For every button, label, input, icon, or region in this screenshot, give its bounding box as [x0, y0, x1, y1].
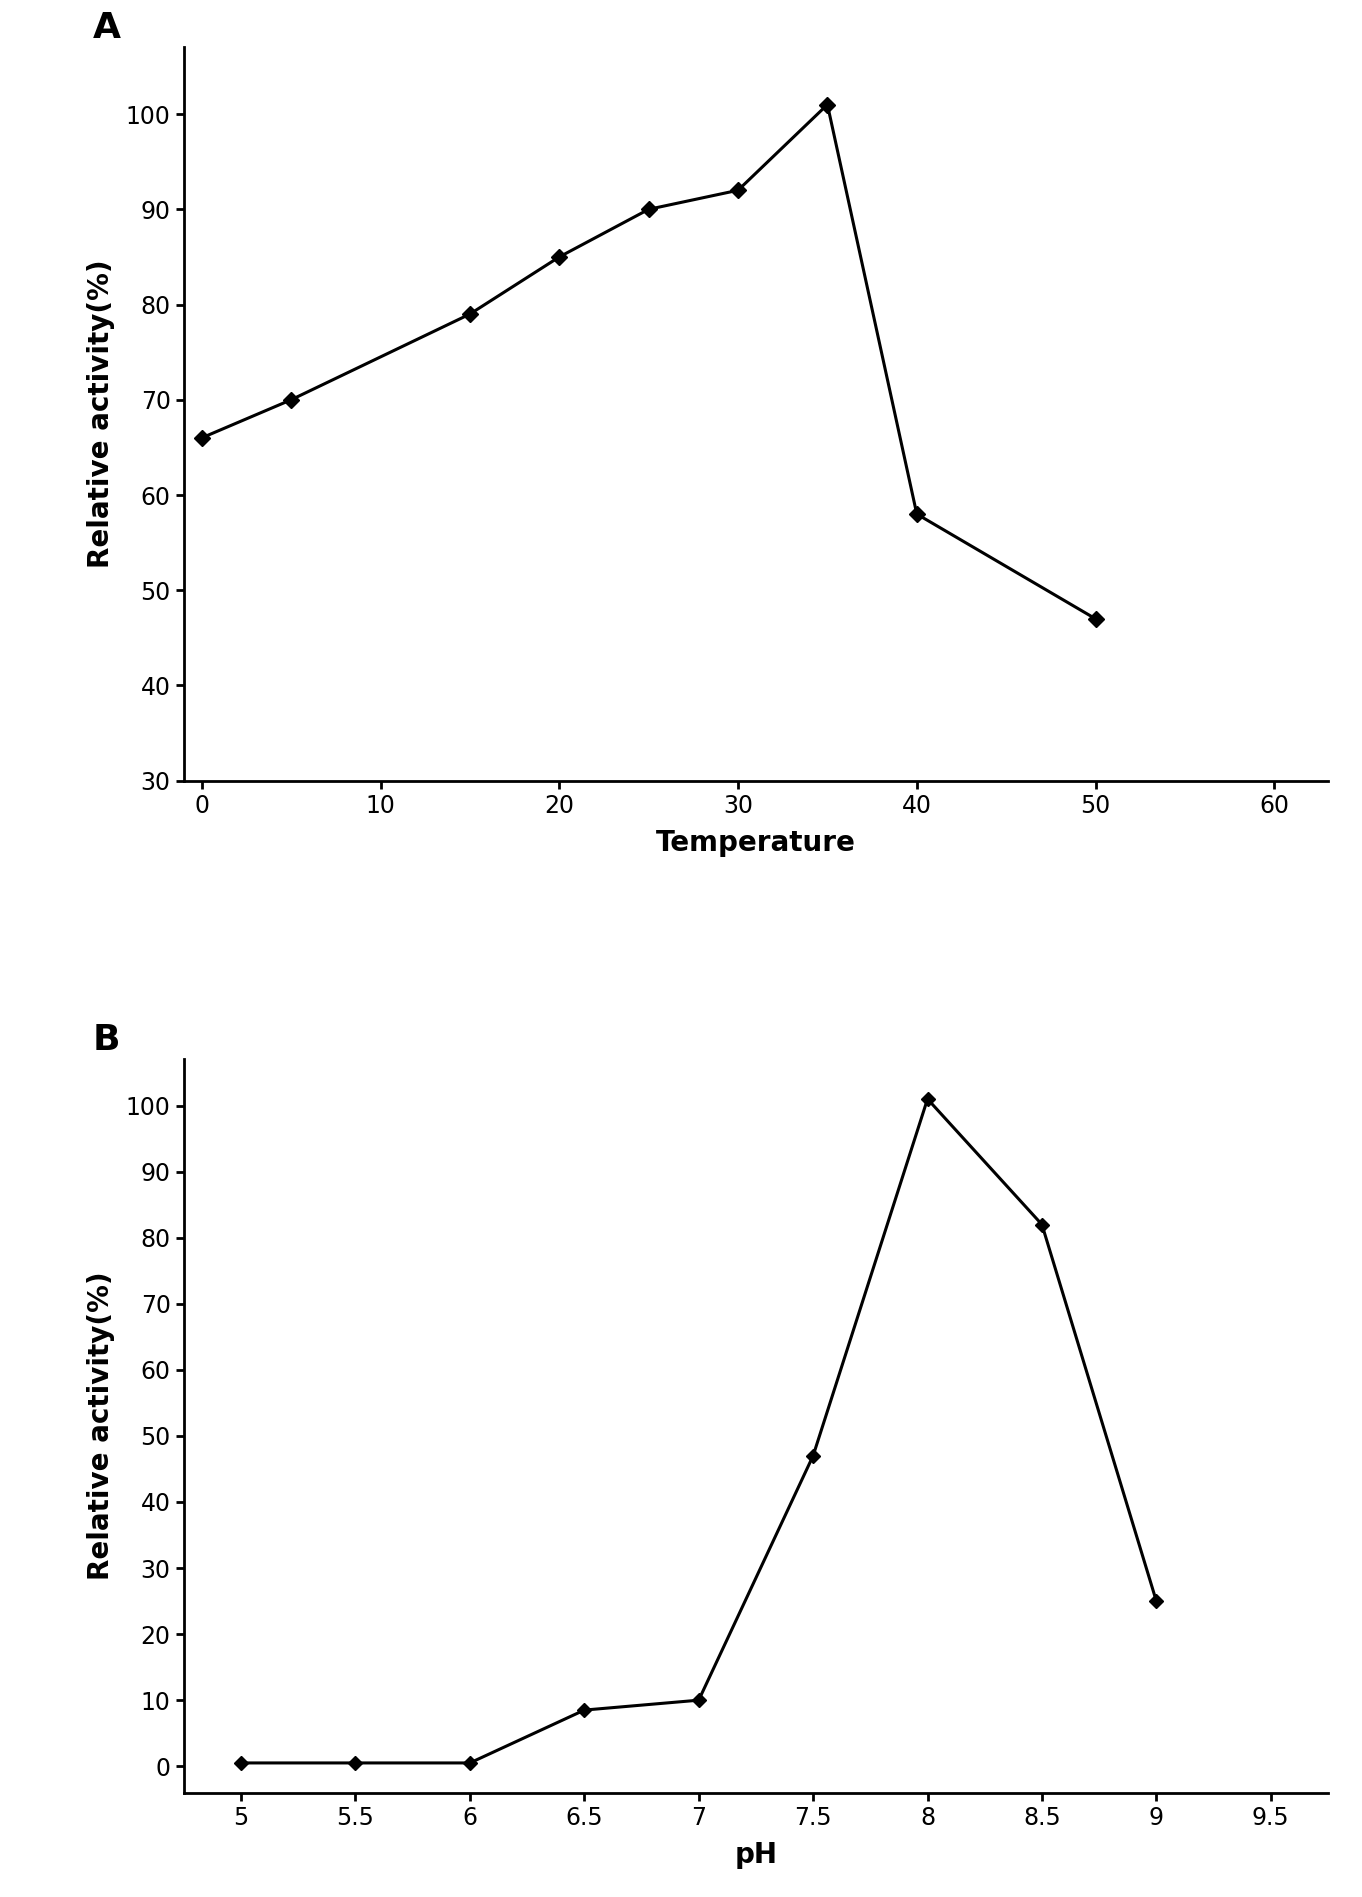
X-axis label: pH: pH: [734, 1840, 778, 1869]
Text: A: A: [93, 11, 120, 46]
Y-axis label: Relative activity(%): Relative activity(%): [87, 1271, 114, 1580]
Text: B: B: [93, 1022, 120, 1057]
X-axis label: Temperature: Temperature: [656, 829, 855, 857]
Y-axis label: Relative activity(%): Relative activity(%): [87, 260, 114, 569]
